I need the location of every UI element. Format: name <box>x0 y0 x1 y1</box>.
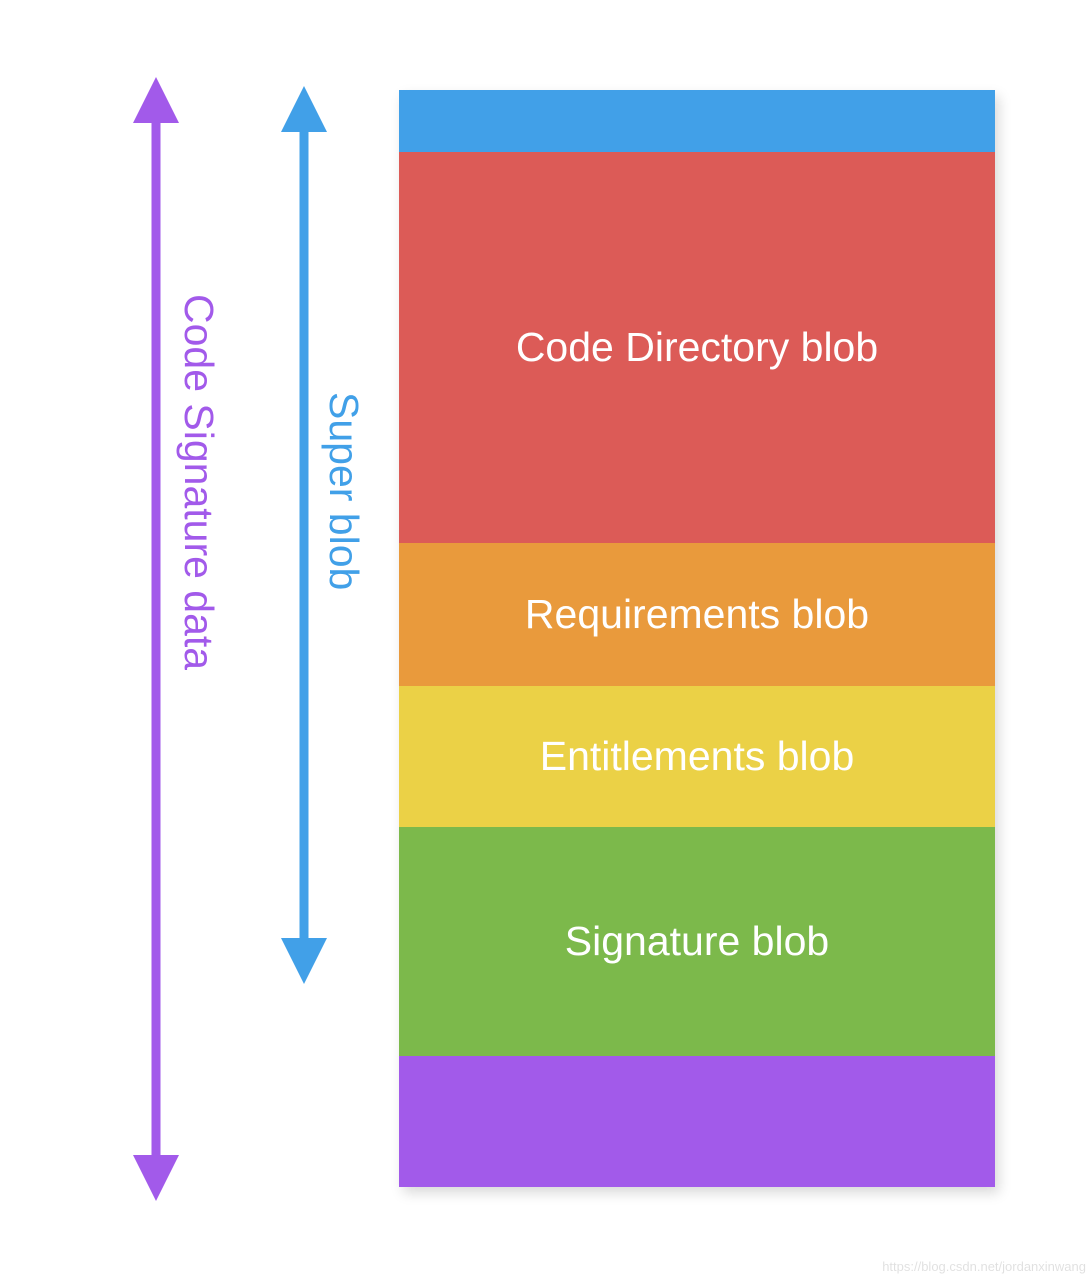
stack-block <box>399 1056 995 1187</box>
stack-block: Entitlements blob <box>399 686 995 827</box>
stack-block: Code Directory blob <box>399 152 995 543</box>
stack-block: Signature blob <box>399 827 995 1056</box>
blob-stack: Code Directory blob Requirements blob Enti… <box>399 90 995 1187</box>
stack-block-label: Signature blob <box>565 918 829 965</box>
stack-block-label: Code Directory blob <box>516 324 878 371</box>
code-signature-data-label: Code Signature data <box>175 294 222 670</box>
diagram-canvas: Code Directory blob Requirements blob Enti… <box>0 0 1090 1276</box>
stack-block: Requirements blob <box>399 543 995 686</box>
stack-block-label: Entitlements blob <box>540 733 855 780</box>
code-signature-data-arrow <box>133 77 179 1201</box>
super-blob-arrow-line <box>300 130 309 940</box>
code-signature-data-arrow-line <box>152 121 161 1157</box>
super-blob-label: Super blob <box>320 392 367 590</box>
stack-block <box>399 90 995 152</box>
stack-block-label: Requirements blob <box>525 591 869 638</box>
code-signature-data-arrow-head-down <box>133 1155 179 1201</box>
code-signature-data-arrow-head-up <box>133 77 179 123</box>
super-blob-arrow-head-down <box>281 938 327 984</box>
super-blob-arrow-head-up <box>281 86 327 132</box>
watermark: https://blog.csdn.net/jordanxinwang <box>882 1259 1086 1274</box>
